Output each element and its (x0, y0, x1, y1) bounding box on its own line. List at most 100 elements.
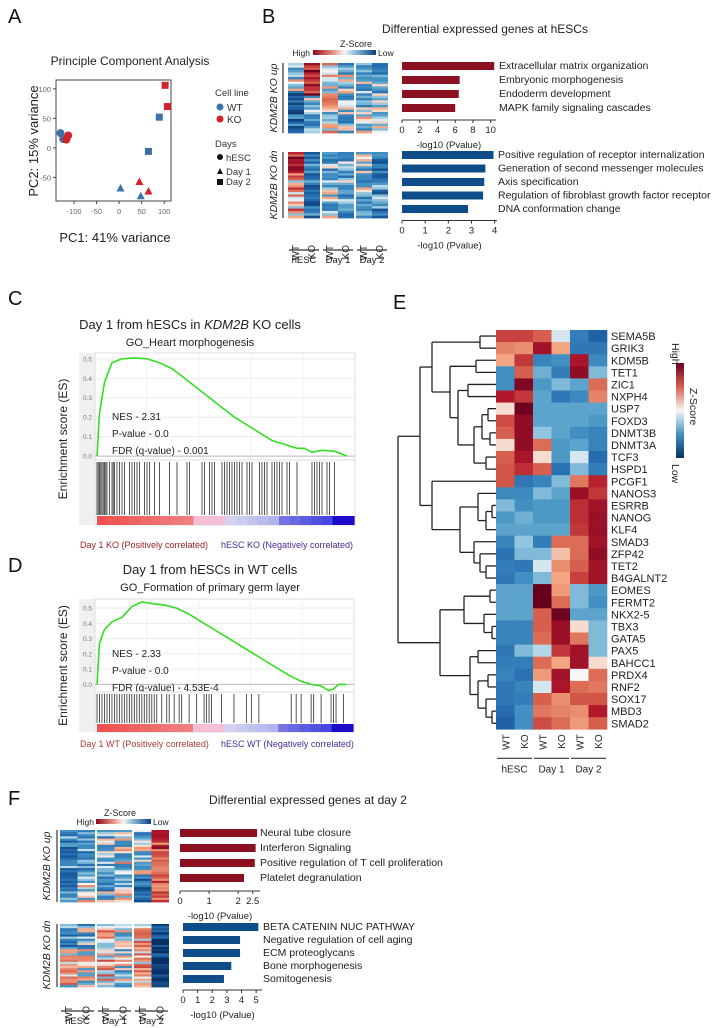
b-dn-cell (338, 180, 354, 184)
b-up-cell (356, 128, 372, 132)
e-heatmap-cell (514, 717, 534, 730)
e-heatmap-cell (533, 499, 552, 512)
b-dn-cell (288, 166, 304, 169)
f-up-x-tick-label: 2.5 (246, 896, 259, 907)
b-up-cell (356, 123, 372, 127)
b-up-cell (372, 74, 388, 78)
f-dn-cell (134, 949, 152, 952)
b-up-cell (304, 93, 320, 97)
panel-label-c: C (8, 288, 23, 310)
f-up-cell (134, 859, 152, 863)
f-up-cell (151, 853, 169, 856)
b-up-cell (356, 84, 372, 87)
f-dn-cell (151, 976, 169, 979)
b-dn-cell (372, 201, 388, 205)
b-dn-cell (304, 168, 320, 172)
e-heatmap-cell (514, 354, 534, 367)
b-dn-cell (338, 166, 354, 169)
e-row-label: FERMT2 (611, 597, 655, 609)
f-up-cell (151, 844, 169, 848)
b-up-cell (356, 72, 372, 76)
f-up-cell (60, 863, 78, 867)
f-up-cell (134, 880, 152, 884)
b-up-cell (372, 95, 388, 99)
f-up-cell (97, 846, 115, 850)
legend-days-title: Days (215, 139, 237, 150)
b-up-cell (356, 112, 372, 115)
f-up-cell (77, 832, 95, 835)
e-heatmap-cell (588, 656, 608, 670)
f-dn-cell (97, 959, 115, 963)
f-up-cell (151, 878, 169, 882)
b-dn-cell (322, 215, 338, 219)
b-dn-cell (338, 206, 354, 209)
b-dn-cell (304, 194, 320, 198)
e-heatmap-cell (588, 414, 608, 428)
f-up-cell (134, 895, 152, 899)
f-dn-bar (183, 975, 224, 983)
legend-day1-marker (217, 168, 223, 174)
f-dn-cell (114, 957, 132, 961)
f-dn-cell (97, 938, 115, 942)
f-dn-cell (97, 957, 115, 961)
gsea-c-rank-strip-segment (139, 516, 152, 525)
f-up-cell (77, 895, 95, 899)
f-col-label: WT (64, 1006, 75, 1022)
b-dn-cell (288, 215, 304, 219)
b-dn-cell (304, 210, 320, 214)
e-row-label: EOMES (611, 585, 651, 597)
b-dn-cell (338, 192, 354, 195)
e-heatmap-cell (551, 620, 571, 633)
f-up-cell (77, 889, 95, 892)
pca-y-tick-label: -50 (40, 173, 51, 182)
f-dn-cell (114, 961, 132, 965)
f-dn-cell (60, 968, 78, 971)
f-up-cell (151, 897, 169, 901)
gsea-d-rank-strip-segment (171, 724, 183, 732)
e-heatmap-cell (551, 414, 571, 428)
f-up-cell (134, 891, 152, 894)
e-heatmap-cell (496, 547, 515, 561)
f-up-cell (97, 870, 115, 873)
e-heatmap-cell (533, 547, 552, 561)
e-heatmap-cell (514, 584, 534, 597)
f-dn-cell (97, 934, 115, 937)
f-up-cell (134, 844, 152, 848)
f-up-cell (60, 878, 78, 882)
b-up-cell (288, 100, 304, 104)
b-up-cell (322, 88, 338, 92)
b-col-label: WT (359, 245, 370, 261)
f-up-cell (77, 853, 95, 856)
f-up-cell (114, 853, 132, 856)
f-up-cell (151, 895, 169, 899)
e-heatmap-cell (588, 511, 608, 524)
e-heatmap-cell (551, 366, 571, 379)
e-heatmap-cell (514, 487, 534, 500)
b-dn-cell (356, 168, 372, 172)
b-dn-cell (322, 173, 338, 176)
b-up-x-tick-label: 4 (435, 125, 440, 136)
e-heatmap-cell (551, 535, 571, 549)
f-up-cell (151, 836, 169, 839)
gsea-c-rank-strip-segment (118, 516, 130, 525)
f-dn-cell (114, 934, 132, 937)
b-up-cell (304, 107, 320, 111)
e-heatmap-cell (533, 693, 552, 706)
b-dn-cell (304, 208, 320, 212)
e-row-label: DNMT3A (611, 440, 657, 452)
f-up-cell (77, 857, 95, 861)
f-up-cell (114, 861, 132, 865)
f-dn-cell (151, 970, 169, 973)
e-heatmap-cell (514, 547, 534, 561)
e-row-label: SMAD2 (611, 718, 649, 730)
b-up-cell (372, 70, 388, 73)
f-dn-cell (134, 928, 152, 931)
b-dn-cell (322, 166, 338, 169)
f-dn-cell (60, 978, 78, 982)
gsea-d-y-label: Enrichment score (ES) (56, 605, 70, 726)
b-dn-cell (288, 177, 304, 181)
f-up-cell (151, 838, 169, 841)
f-zscore-high: High (77, 817, 95, 827)
e-heatmap-cell (514, 378, 534, 391)
f-dn-cell (151, 961, 169, 965)
